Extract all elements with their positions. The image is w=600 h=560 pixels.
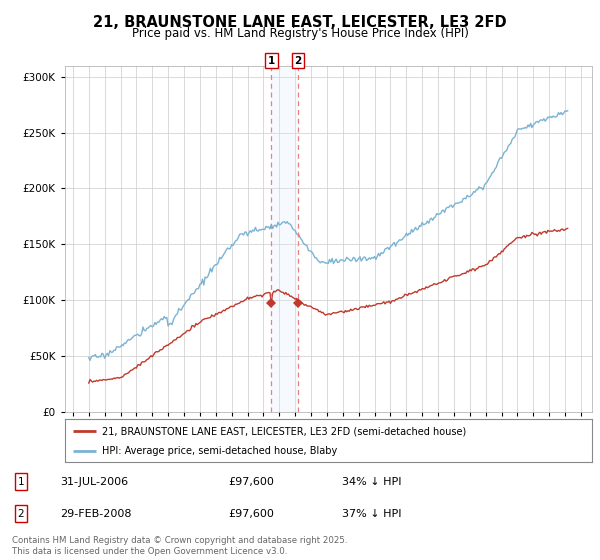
Text: Contains HM Land Registry data © Crown copyright and database right 2025.
This d: Contains HM Land Registry data © Crown c… — [12, 536, 347, 556]
Text: 2: 2 — [17, 508, 25, 519]
Bar — [271, 66, 298, 412]
Text: 37% ↓ HPI: 37% ↓ HPI — [342, 508, 401, 519]
Text: 34% ↓ HPI: 34% ↓ HPI — [342, 477, 401, 487]
Text: 2: 2 — [294, 55, 301, 66]
Text: 1: 1 — [17, 477, 25, 487]
Text: Price paid vs. HM Land Registry's House Price Index (HPI): Price paid vs. HM Land Registry's House … — [131, 27, 469, 40]
Text: 21, BRAUNSTONE LANE EAST, LEICESTER, LE3 2FD (semi-detached house): 21, BRAUNSTONE LANE EAST, LEICESTER, LE3… — [101, 426, 466, 436]
Text: 1: 1 — [268, 55, 275, 66]
Text: £97,600: £97,600 — [228, 477, 274, 487]
Text: HPI: Average price, semi-detached house, Blaby: HPI: Average price, semi-detached house,… — [101, 446, 337, 456]
Text: 29-FEB-2008: 29-FEB-2008 — [60, 508, 131, 519]
Text: 21, BRAUNSTONE LANE EAST, LEICESTER, LE3 2FD: 21, BRAUNSTONE LANE EAST, LEICESTER, LE3… — [93, 15, 507, 30]
Text: £97,600: £97,600 — [228, 508, 274, 519]
Text: 31-JUL-2006: 31-JUL-2006 — [60, 477, 128, 487]
